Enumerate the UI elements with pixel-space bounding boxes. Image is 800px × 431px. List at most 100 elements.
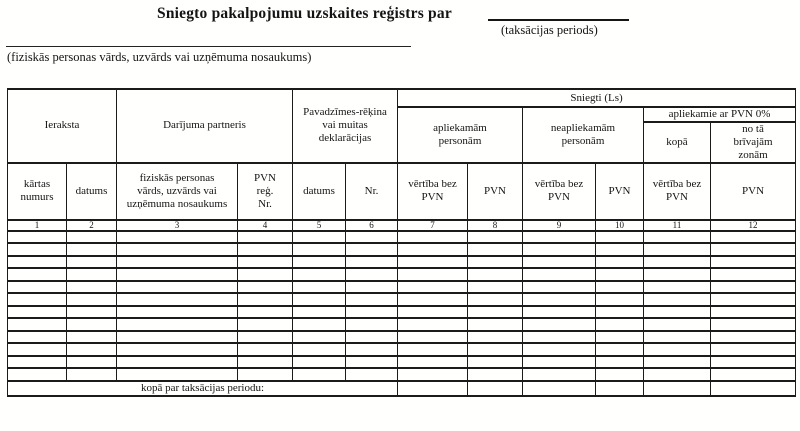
empty-entry-cell[interactable] (709, 267, 797, 282)
empty-entry-cell[interactable] (116, 367, 238, 382)
empty-entry-cell[interactable] (237, 292, 293, 307)
empty-entry-cell[interactable] (397, 367, 468, 382)
empty-entry-cell[interactable] (66, 354, 117, 370)
empty-entry-cell[interactable] (237, 229, 293, 245)
empty-entry-cell[interactable] (116, 342, 238, 357)
empty-entry-cell[interactable] (116, 229, 238, 245)
empty-entry-cell[interactable] (467, 229, 523, 245)
empty-entry-cell[interactable] (643, 242, 711, 257)
empty-entry-cell[interactable] (467, 367, 523, 382)
empty-entry-cell[interactable] (292, 279, 346, 295)
empty-entry-cell[interactable] (709, 229, 797, 245)
empty-entry-cell[interactable] (709, 254, 797, 270)
empty-entry-cell[interactable] (7, 292, 67, 307)
empty-entry-cell[interactable] (522, 279, 596, 295)
empty-entry-cell[interactable] (643, 279, 711, 295)
empty-entry-cell[interactable] (595, 342, 644, 357)
empty-entry-cell[interactable] (292, 292, 346, 307)
empty-entry-cell[interactable] (345, 242, 398, 257)
empty-entry-cell[interactable] (643, 317, 711, 332)
empty-entry-cell[interactable] (709, 367, 797, 382)
empty-entry-cell[interactable] (237, 342, 293, 357)
empty-entry-cell[interactable] (345, 279, 398, 295)
footer-total-cell-11[interactable] (643, 379, 711, 397)
empty-entry-cell[interactable] (467, 267, 523, 282)
empty-entry-cell[interactable] (66, 292, 117, 307)
empty-entry-cell[interactable] (7, 242, 67, 257)
empty-entry-cell[interactable] (237, 242, 293, 257)
empty-entry-cell[interactable] (397, 354, 468, 370)
empty-entry-cell[interactable] (397, 279, 468, 295)
empty-entry-cell[interactable] (467, 254, 523, 270)
empty-entry-cell[interactable] (66, 367, 117, 382)
empty-entry-cell[interactable] (116, 279, 238, 295)
empty-entry-cell[interactable] (116, 329, 238, 345)
empty-entry-cell[interactable] (116, 267, 238, 282)
empty-entry-cell[interactable] (522, 329, 596, 345)
empty-entry-cell[interactable] (116, 292, 238, 307)
empty-entry-cell[interactable] (595, 229, 644, 245)
empty-entry-cell[interactable] (116, 304, 238, 320)
empty-entry-cell[interactable] (595, 354, 644, 370)
empty-entry-cell[interactable] (595, 279, 644, 295)
empty-entry-cell[interactable] (522, 229, 596, 245)
empty-entry-cell[interactable] (292, 354, 346, 370)
empty-entry-cell[interactable] (709, 329, 797, 345)
empty-entry-cell[interactable] (643, 367, 711, 382)
empty-entry-cell[interactable] (7, 342, 67, 357)
empty-entry-cell[interactable] (292, 254, 346, 270)
empty-entry-cell[interactable] (467, 242, 523, 257)
empty-entry-cell[interactable] (7, 267, 67, 282)
empty-entry-cell[interactable] (237, 367, 293, 382)
empty-entry-cell[interactable] (595, 329, 644, 345)
empty-entry-cell[interactable] (522, 254, 596, 270)
empty-entry-cell[interactable] (237, 267, 293, 282)
empty-entry-cell[interactable] (345, 292, 398, 307)
empty-entry-cell[interactable] (116, 317, 238, 332)
empty-entry-cell[interactable] (595, 254, 644, 270)
empty-entry-cell[interactable] (397, 304, 468, 320)
empty-entry-cell[interactable] (522, 292, 596, 307)
empty-entry-cell[interactable] (467, 329, 523, 345)
empty-entry-cell[interactable] (237, 304, 293, 320)
empty-entry-cell[interactable] (595, 367, 644, 382)
empty-entry-cell[interactable] (397, 292, 468, 307)
empty-entry-cell[interactable] (7, 304, 67, 320)
empty-entry-cell[interactable] (522, 354, 596, 370)
empty-entry-cell[interactable] (345, 367, 398, 382)
empty-entry-cell[interactable] (66, 342, 117, 357)
empty-entry-cell[interactable] (66, 267, 117, 282)
empty-entry-cell[interactable] (66, 304, 117, 320)
empty-entry-cell[interactable] (66, 329, 117, 345)
empty-entry-cell[interactable] (522, 342, 596, 357)
empty-entry-cell[interactable] (643, 354, 711, 370)
empty-entry-cell[interactable] (345, 329, 398, 345)
empty-entry-cell[interactable] (595, 304, 644, 320)
empty-entry-cell[interactable] (7, 254, 67, 270)
empty-entry-cell[interactable] (116, 354, 238, 370)
empty-entry-cell[interactable] (709, 304, 797, 320)
empty-entry-cell[interactable] (397, 342, 468, 357)
empty-entry-cell[interactable] (467, 304, 523, 320)
empty-entry-cell[interactable] (292, 229, 346, 245)
empty-entry-cell[interactable] (709, 317, 797, 332)
empty-entry-cell[interactable] (467, 354, 523, 370)
empty-entry-cell[interactable] (292, 367, 346, 382)
empty-entry-cell[interactable] (292, 304, 346, 320)
empty-entry-cell[interactable] (643, 267, 711, 282)
empty-entry-cell[interactable] (522, 317, 596, 332)
empty-entry-cell[interactable] (397, 329, 468, 345)
empty-entry-cell[interactable] (467, 342, 523, 357)
empty-entry-cell[interactable] (643, 342, 711, 357)
empty-entry-cell[interactable] (643, 254, 711, 270)
footer-total-cell-9[interactable] (522, 379, 596, 397)
empty-entry-cell[interactable] (116, 242, 238, 257)
empty-entry-cell[interactable] (397, 317, 468, 332)
empty-entry-cell[interactable] (292, 317, 346, 332)
empty-entry-cell[interactable] (237, 254, 293, 270)
empty-entry-cell[interactable] (643, 304, 711, 320)
empty-entry-cell[interactable] (345, 304, 398, 320)
empty-entry-cell[interactable] (522, 367, 596, 382)
empty-entry-cell[interactable] (522, 267, 596, 282)
empty-entry-cell[interactable] (595, 317, 644, 332)
